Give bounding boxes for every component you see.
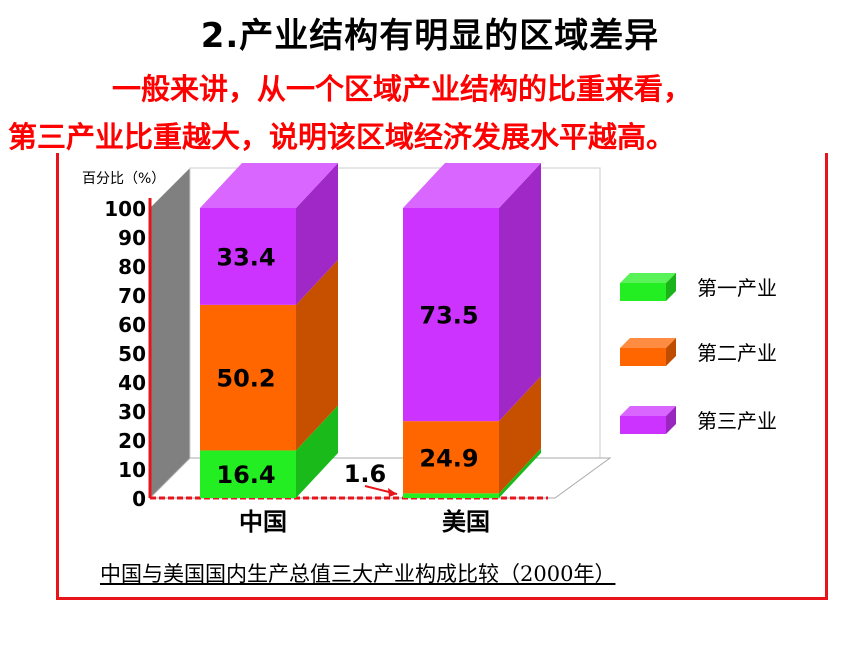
legend-swatch-top bbox=[620, 406, 676, 416]
data-label: 16.4 bbox=[216, 461, 275, 489]
data-label: 50.2 bbox=[216, 365, 275, 393]
y-tick-label: 10 bbox=[118, 458, 146, 482]
chart-caption: 中国与美国国内生产总值三大产业构成比较（2000年） bbox=[100, 562, 616, 586]
bar-segment bbox=[200, 208, 296, 305]
statement-line-2: 第三产业比重越大，说明该区域经济发展水平越高。 bbox=[8, 120, 676, 154]
bar-segment-side bbox=[296, 163, 338, 305]
legend-swatch-top bbox=[620, 273, 676, 283]
y-tick-label: 70 bbox=[118, 284, 146, 308]
bar-segment-top bbox=[403, 163, 541, 208]
statement-line-1: 一般来讲，从一个区域产业结构的比重来看， bbox=[112, 72, 693, 106]
y-tick-label: 40 bbox=[118, 371, 146, 395]
bar-segment-top bbox=[200, 163, 338, 208]
page-title: 2.产业结构有明显的区域差异 bbox=[200, 16, 660, 56]
y-tick-label: 100 bbox=[104, 197, 146, 221]
legend-swatch bbox=[620, 416, 666, 434]
y-tick-label: 50 bbox=[118, 342, 146, 366]
bar-segment-side bbox=[499, 163, 541, 422]
y-tick-label: 0 bbox=[132, 487, 146, 511]
bar-segment bbox=[200, 450, 296, 498]
x-tick-label: 美国 bbox=[442, 508, 490, 536]
bar-segment bbox=[403, 208, 499, 422]
data-label: 24.9 bbox=[419, 444, 478, 472]
y-tick-label: 90 bbox=[118, 226, 146, 250]
bar-segment bbox=[200, 304, 296, 451]
chart-frame bbox=[56, 153, 828, 600]
y-tick-label: 30 bbox=[118, 400, 146, 424]
data-label-arrowhead bbox=[388, 488, 397, 497]
bar-segment bbox=[403, 421, 499, 494]
data-label: 73.5 bbox=[419, 302, 478, 330]
data-label: 1.6 bbox=[344, 460, 387, 488]
legend-swatch-side bbox=[666, 273, 676, 301]
legend-swatch-side bbox=[666, 406, 676, 434]
y-axis-label: 百分比（%） bbox=[82, 171, 165, 187]
legend-label: 第二产业 bbox=[697, 341, 777, 365]
legend-label: 第一产业 bbox=[697, 276, 777, 300]
y-tick-label: 80 bbox=[118, 255, 146, 279]
legend-swatch-side bbox=[666, 338, 676, 366]
bar-segment bbox=[403, 493, 499, 498]
bar-segment-side bbox=[296, 259, 338, 451]
bar-segment-side bbox=[499, 376, 541, 494]
legend-swatch bbox=[620, 283, 666, 301]
data-label: 33.4 bbox=[216, 243, 275, 271]
legend-swatch bbox=[620, 348, 666, 366]
bar-segment-side bbox=[296, 405, 338, 498]
y-tick-label: 60 bbox=[118, 313, 146, 337]
y-tick-label: 20 bbox=[118, 429, 146, 453]
legend-label: 第三产业 bbox=[697, 409, 777, 433]
x-tick-label: 中国 bbox=[239, 508, 287, 536]
chart-side-wall bbox=[150, 168, 190, 498]
bar-segment-side bbox=[499, 448, 541, 498]
legend-swatch-top bbox=[620, 338, 676, 348]
